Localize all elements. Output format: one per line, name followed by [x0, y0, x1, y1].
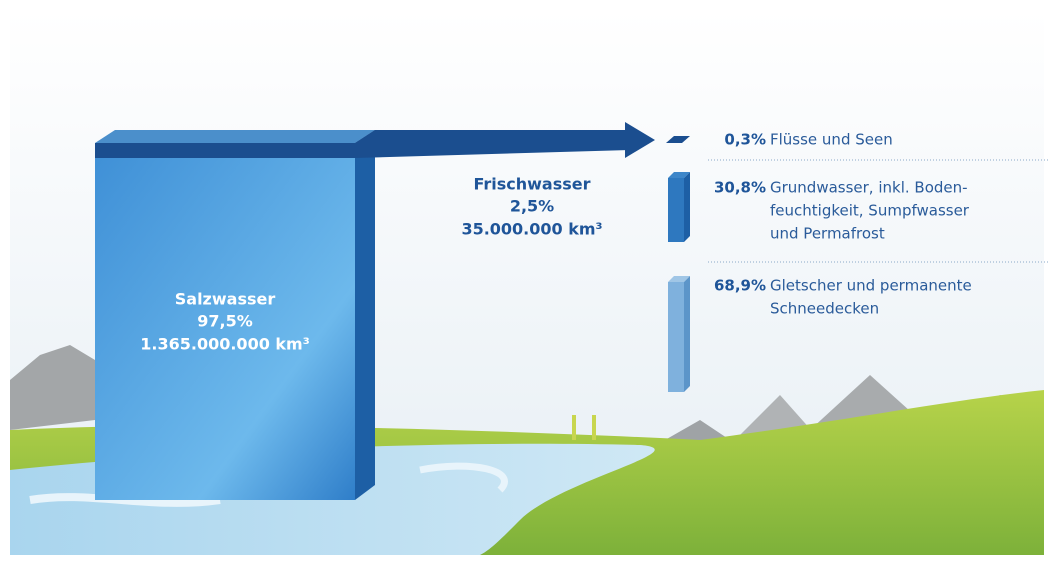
breakdown-label: Schneedecken: [770, 300, 879, 318]
breakdown-label: Gletscher und permanente: [770, 277, 972, 295]
fresh-volume: 35.000.000 km³: [461, 220, 602, 239]
salt-percent: 97,5%: [197, 312, 253, 331]
breakdown-label: feuchtigkeit, Sumpfwasser: [770, 202, 970, 220]
fresh-name: Frischwasser: [473, 175, 590, 194]
breakdown-percent: 68,9%: [714, 277, 766, 295]
breakdown-percent: 30,8%: [714, 179, 766, 197]
breakdown-label: und Permafrost: [770, 225, 885, 243]
fresh-percent: 2,5%: [510, 197, 554, 216]
breakdown-label: Flüsse und Seen: [770, 131, 893, 149]
salt-volume: 1.365.000.000 km³: [140, 335, 309, 354]
salt-name: Salzwasser: [175, 290, 276, 309]
infographic: Salzwasser 97,5% 1.365.000.000 km³ Frisc…: [0, 0, 1054, 565]
breakdown-percent: 0,3%: [724, 131, 766, 149]
breakdown-label: Grundwasser, inkl. Boden-: [770, 179, 968, 197]
